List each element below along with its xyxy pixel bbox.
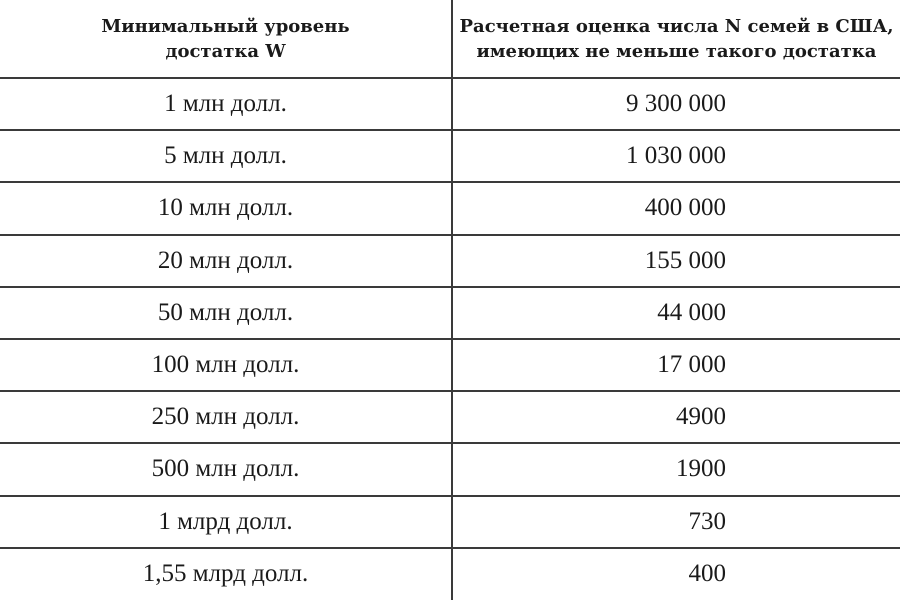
column-header-families-line2: имеющих не меньше такого достатка — [476, 40, 877, 62]
wealth-cell: 50 млн долл. — [0, 285, 453, 340]
families-cell: 730 — [451, 494, 900, 549]
wealth-cell: 1 млрд долл. — [0, 494, 453, 549]
families-cell: 1900 — [451, 442, 900, 497]
families-cell: 4900 — [451, 390, 900, 445]
table-row: 250 млн долл. 4900 — [0, 390, 900, 445]
column-header-families-line1: Расчетная оценка числа N семей в США, — [459, 15, 894, 37]
families-cell: 400 000 — [451, 181, 900, 236]
table-row: 50 млн долл. 44 000 — [0, 285, 900, 340]
table-row: 500 млн долл. 1900 — [0, 442, 900, 497]
table-row: 1,55 млрд долл. 400 — [0, 546, 900, 600]
column-header-wealth-line2: достатка W — [165, 40, 286, 62]
families-cell: 9 300 000 — [451, 76, 900, 132]
wealth-cell: 1 млн долл. — [0, 76, 453, 132]
column-header-wealth: Минимальный уровень достатка W — [0, 0, 453, 79]
wealth-cell: 20 млн долл. — [0, 233, 453, 288]
column-header-families: Расчетная оценка числа N семей в США, им… — [451, 0, 900, 79]
wealth-cell: 5 млн долл. — [0, 129, 453, 184]
wealth-cell: 100 млн долл. — [0, 337, 453, 393]
families-cell: 400 — [451, 546, 900, 600]
wealth-cell: 1,55 млрд долл. — [0, 546, 453, 600]
table-row: 20 млн долл. 155 000 — [0, 233, 900, 288]
table-row: 10 млн долл. 400 000 — [0, 181, 900, 236]
table-row: 5 млн долл. 1 030 000 — [0, 129, 900, 184]
table-row: 1 млн долл. 9 300 000 — [0, 76, 900, 132]
wealth-cell: 500 млн долл. — [0, 442, 453, 497]
table-row: 100 млн долл. 17 000 — [0, 337, 900, 393]
table-row: 1 млрд долл. 730 — [0, 494, 900, 549]
wealth-cell: 250 млн долл. — [0, 390, 453, 445]
table-header-row: Минимальный уровень достатка W Расчетная… — [0, 0, 900, 79]
families-cell: 44 000 — [451, 285, 900, 340]
column-header-wealth-line1: Минимальный уровень — [101, 15, 350, 37]
families-cell: 17 000 — [451, 337, 900, 393]
wealth-cell: 10 млн долл. — [0, 181, 453, 236]
families-cell: 155 000 — [451, 233, 900, 288]
families-cell: 1 030 000 — [451, 129, 900, 184]
